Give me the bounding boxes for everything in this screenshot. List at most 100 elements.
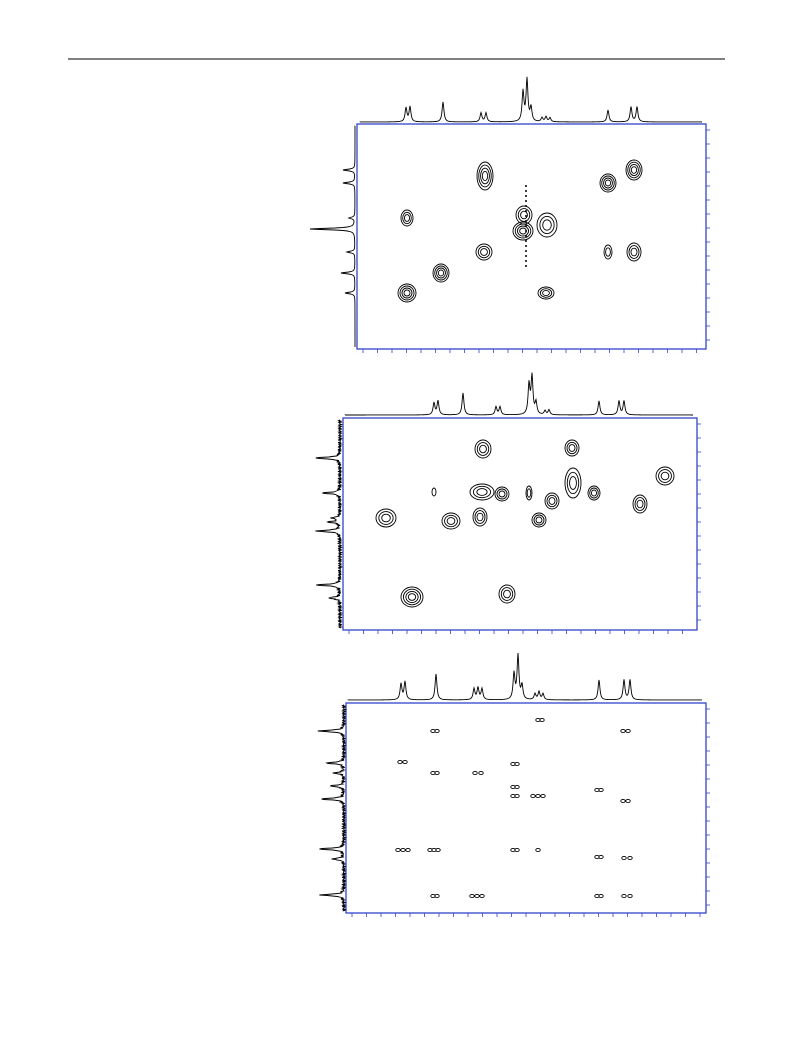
- contour: [478, 770, 484, 776]
- contour: [400, 586, 424, 608]
- contour: [535, 516, 543, 524]
- contour: [568, 444, 576, 452]
- contour: [397, 283, 417, 303]
- contour: [446, 517, 456, 525]
- contour: [564, 467, 582, 499]
- contour: [627, 855, 633, 861]
- contour: [434, 893, 440, 899]
- contour: [630, 166, 638, 174]
- contour: [401, 287, 413, 299]
- contour: [399, 285, 415, 301]
- spectrum-panel: [309, 76, 710, 353]
- contour: [517, 208, 531, 222]
- contour: [375, 508, 397, 528]
- plot-frame: [345, 702, 707, 914]
- contour: [472, 485, 492, 499]
- spectrum-panel: [317, 653, 710, 917]
- contour: [525, 485, 533, 501]
- contour: [514, 847, 520, 853]
- contour: [535, 847, 541, 853]
- contour: [626, 242, 642, 262]
- contour: [402, 588, 422, 606]
- contour: [548, 497, 556, 505]
- contour: [479, 444, 487, 454]
- contour: [498, 490, 506, 498]
- projection-trace: [359, 76, 702, 123]
- contour: [599, 173, 617, 193]
- contour: [525, 205, 527, 207]
- contour: [604, 179, 612, 187]
- contour: [381, 513, 391, 523]
- contour: [542, 219, 552, 231]
- contour: [435, 847, 441, 853]
- plot-frame: [342, 417, 698, 631]
- contour: [542, 289, 550, 297]
- contour: [480, 248, 488, 256]
- contour: [494, 486, 510, 502]
- contour: [400, 847, 406, 853]
- contour: [658, 469, 672, 483]
- contour: [437, 269, 445, 277]
- projection-trace: [344, 372, 693, 416]
- contour: [476, 512, 484, 522]
- contour: [533, 514, 545, 526]
- contour: [525, 235, 527, 237]
- contour: [620, 798, 626, 804]
- contour: [598, 854, 604, 860]
- contour: [525, 210, 527, 212]
- contour: [525, 220, 527, 222]
- contour: [539, 215, 555, 235]
- contour: [621, 893, 627, 899]
- contour: [469, 893, 475, 899]
- contour: [496, 488, 508, 500]
- contour: [655, 466, 675, 486]
- projection-trace: [347, 653, 702, 701]
- contour: [590, 489, 598, 497]
- contour: [601, 175, 615, 191]
- contour: [566, 441, 578, 455]
- contour: [627, 893, 633, 899]
- contour: [434, 728, 440, 734]
- contour: [598, 787, 604, 793]
- contour: [621, 855, 627, 861]
- contour: [395, 847, 401, 853]
- contour: [444, 514, 458, 528]
- contour: [525, 250, 527, 252]
- contour: [436, 267, 446, 279]
- contour: [498, 584, 516, 604]
- contour: [603, 244, 613, 260]
- contour: [531, 512, 547, 528]
- contour: [525, 245, 527, 247]
- contour: [660, 471, 670, 481]
- contour: [540, 793, 546, 799]
- contour: [525, 200, 527, 202]
- contour: [625, 728, 631, 734]
- contour: [525, 240, 527, 242]
- contour: [625, 159, 643, 181]
- contour: [539, 288, 553, 298]
- contour: [432, 263, 450, 283]
- contour: [636, 499, 644, 509]
- contour: [525, 225, 527, 227]
- contour: [480, 167, 490, 185]
- projection-trace: [315, 419, 344, 629]
- contour: [407, 593, 417, 601]
- contour: [403, 289, 411, 297]
- plot-frame: [356, 123, 707, 350]
- contour: [632, 494, 648, 514]
- contour: [476, 488, 488, 496]
- contour: [605, 247, 611, 257]
- contour: [475, 243, 493, 261]
- contour: [520, 210, 528, 220]
- contour: [525, 255, 527, 257]
- contour: [400, 209, 414, 227]
- projection-trace: [317, 704, 348, 912]
- contour: [431, 487, 437, 497]
- contour: [628, 245, 640, 259]
- contour: [402, 211, 412, 225]
- contour: [544, 492, 560, 510]
- contour: [634, 497, 646, 511]
- contour: [434, 770, 440, 776]
- contour: [630, 247, 638, 257]
